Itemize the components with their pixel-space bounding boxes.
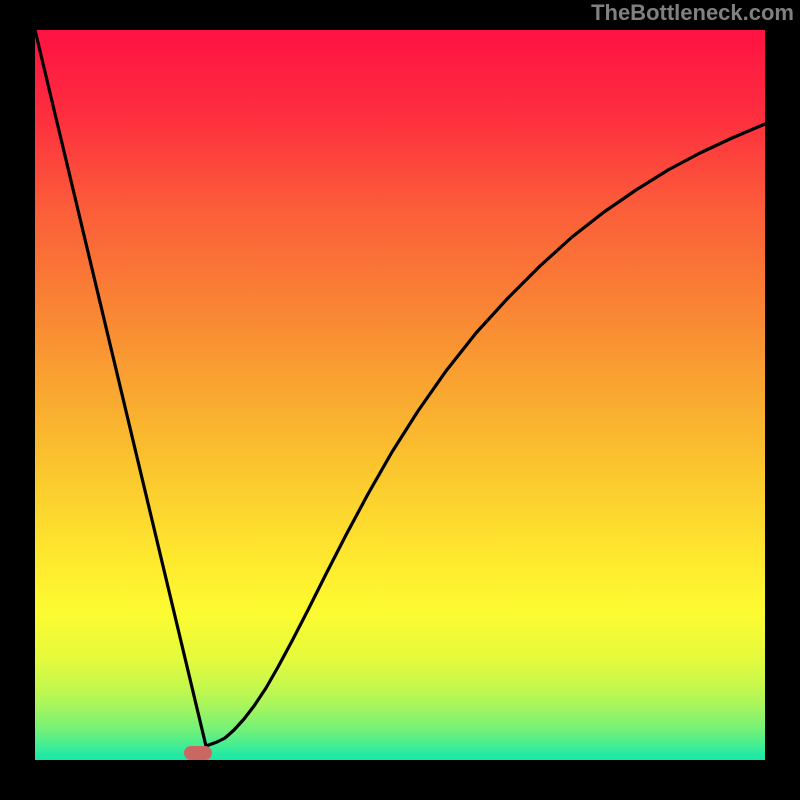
watermark-text: TheBottleneck.com bbox=[591, 0, 794, 26]
chart-container: TheBottleneck.com bbox=[0, 0, 800, 800]
minimum-marker bbox=[184, 746, 212, 760]
plot-area bbox=[35, 30, 765, 760]
plot-svg bbox=[35, 30, 765, 760]
